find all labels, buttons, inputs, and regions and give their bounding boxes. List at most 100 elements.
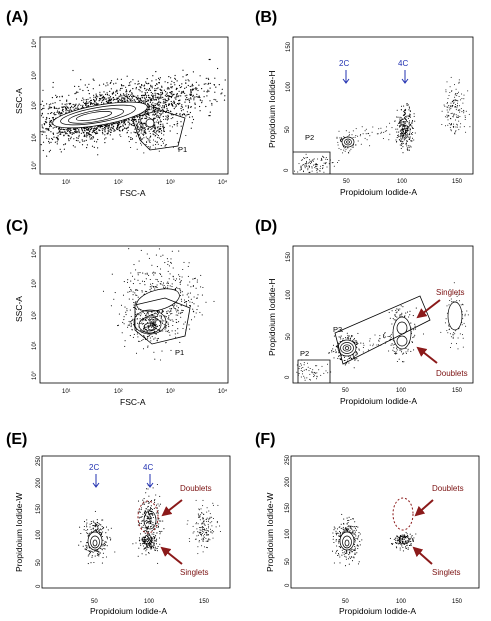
- event-dot: [162, 126, 164, 128]
- event-dot: [124, 94, 126, 96]
- event-dot: [84, 134, 86, 136]
- panel-label-c: (C): [6, 218, 28, 235]
- event-dot: [348, 362, 350, 364]
- event-dot: [130, 315, 132, 318]
- event-dot: [145, 125, 148, 127]
- event-dot: [158, 137, 160, 139]
- event-dot: [161, 319, 163, 321]
- event-dot: [146, 88, 148, 90]
- event-dot: [131, 124, 133, 126]
- event-dot: [152, 96, 155, 98]
- event-dot: [133, 304, 135, 306]
- event-dot: [404, 132, 406, 134]
- event-dot: [69, 131, 71, 133]
- event-dot: [391, 343, 393, 345]
- event-dot: [406, 126, 408, 128]
- event-dot: [154, 322, 156, 324]
- event-dot: [94, 100, 96, 102]
- event-dot: [353, 337, 356, 340]
- event-dot: [82, 106, 84, 108]
- event-dot: [127, 97, 129, 99]
- event-dot: [88, 130, 91, 133]
- event-dot: [152, 126, 154, 128]
- event-dot: [157, 103, 159, 105]
- event-dot: [58, 132, 60, 134]
- event-dot: [148, 319, 150, 321]
- chart-panel-d: P3 P2 Singlets Doublets 50 100 150 150 1…: [267, 245, 474, 406]
- event-dot: [129, 309, 131, 311]
- event-dot: [64, 106, 67, 109]
- event-dot: [461, 93, 463, 95]
- event-dot: [357, 342, 359, 345]
- event-dot: [62, 128, 65, 131]
- event-dot: [161, 108, 163, 110]
- event-dot: [454, 132, 455, 134]
- event-dot: [46, 127, 48, 130]
- event-dot: [159, 110, 161, 113]
- event-dot: [403, 139, 405, 141]
- event-dot: [104, 130, 106, 132]
- event-dot: [154, 117, 156, 119]
- event-dot: [173, 304, 175, 307]
- event-dot: [154, 288, 156, 290]
- event-dot: [153, 106, 155, 108]
- event-dot: [446, 305, 448, 307]
- event-dot: [405, 128, 407, 130]
- event-dot: [130, 146, 132, 149]
- event-dot: [449, 124, 451, 126]
- event-dot: [167, 104, 170, 106]
- event-dot: [172, 102, 174, 104]
- event-dot: [397, 308, 399, 310]
- event-dot: [422, 333, 425, 335]
- event-dot: [186, 111, 188, 113]
- event-dot: [127, 126, 129, 128]
- event-dot: [170, 262, 172, 264]
- event-dot: [146, 313, 148, 315]
- event-dot: [64, 131, 66, 134]
- event-dot: [134, 132, 136, 134]
- event-dot: [179, 289, 181, 291]
- event-dot: [146, 141, 148, 144]
- event-dot: [164, 95, 166, 97]
- event-dot: [400, 133, 402, 135]
- event-dot: [400, 144, 402, 146]
- event-dot: [300, 168, 302, 170]
- event-dot: [63, 106, 65, 108]
- event-dot: [404, 130, 406, 132]
- event-dot: [404, 118, 406, 121]
- event-dot: [413, 113, 415, 115]
- event-dot: [60, 128, 62, 130]
- event-dot: [170, 114, 172, 116]
- event-dot: [455, 109, 457, 111]
- event-dot: [316, 168, 318, 170]
- event-dot: [162, 109, 164, 111]
- event-dot: [159, 359, 162, 361]
- event-dot: [141, 280, 144, 282]
- event-dot: [56, 132, 58, 134]
- event-dot: [120, 304, 123, 306]
- event-dot: [176, 95, 178, 97]
- event-dot: [167, 99, 170, 101]
- event-dot: [380, 132, 382, 134]
- event-dot: [189, 328, 191, 330]
- event-dot: [162, 254, 164, 256]
- event-dot: [163, 105, 165, 107]
- event-dot: [55, 107, 58, 109]
- event-dot: [51, 112, 53, 114]
- event-dot: [147, 335, 149, 337]
- event-dot: [186, 94, 188, 96]
- event-dot: [148, 106, 150, 108]
- event-dot: [141, 138, 143, 141]
- event-dot: [351, 357, 353, 359]
- event-dot: [397, 122, 400, 124]
- event-dot: [91, 131, 93, 134]
- event-dot: [127, 326, 129, 328]
- event-dot: [152, 319, 155, 321]
- event-dot: [65, 129, 67, 131]
- event-dot: [180, 305, 182, 307]
- event-dot: [211, 104, 213, 106]
- event-dot: [167, 287, 169, 289]
- event-dot: [190, 286, 192, 288]
- event-dot: [171, 80, 173, 82]
- event-dot: [449, 127, 451, 129]
